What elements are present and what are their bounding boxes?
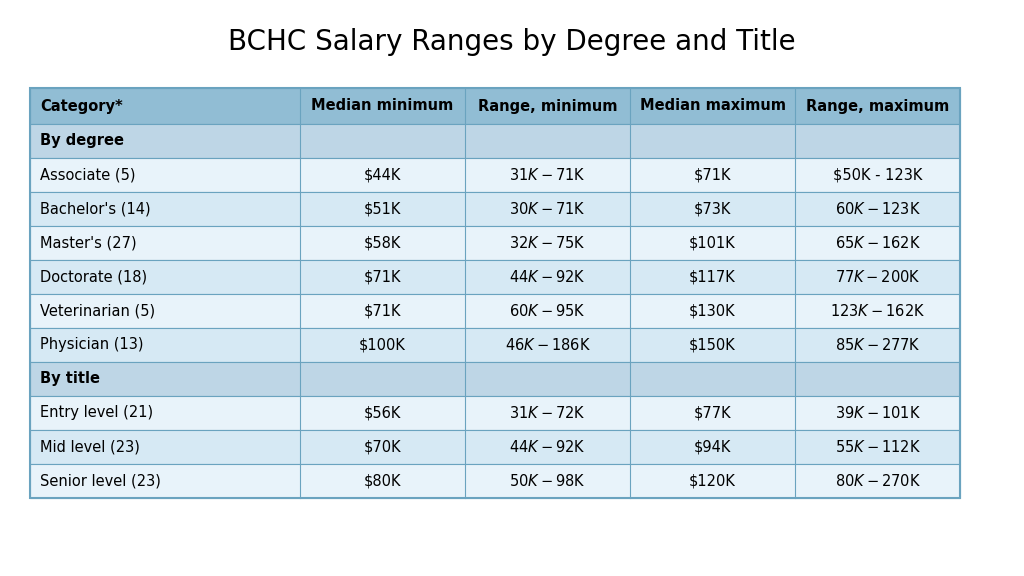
Text: Range, maximum: Range, maximum xyxy=(806,98,949,113)
Text: $70K: $70K xyxy=(364,439,401,454)
Text: $51K: $51K xyxy=(364,202,401,217)
Text: Senior level (23): Senior level (23) xyxy=(40,473,161,488)
Text: $44K - $92K: $44K - $92K xyxy=(509,439,586,455)
Text: Median minimum: Median minimum xyxy=(311,98,454,113)
Text: $101K: $101K xyxy=(689,236,736,251)
Text: $77K - $200K: $77K - $200K xyxy=(835,269,921,285)
Text: Median maximum: Median maximum xyxy=(640,98,785,113)
Text: Associate (5): Associate (5) xyxy=(40,168,135,183)
Bar xyxy=(30,328,961,362)
Text: $100K: $100K xyxy=(359,338,406,353)
Text: Master's (27): Master's (27) xyxy=(40,236,136,251)
Bar xyxy=(30,226,961,260)
Text: $31K - $72K: $31K - $72K xyxy=(509,405,586,421)
Text: $80K: $80K xyxy=(364,473,401,488)
Text: $71K: $71K xyxy=(364,270,401,285)
Text: $44K - $92K: $44K - $92K xyxy=(509,269,586,285)
Text: $39K - $101K: $39K - $101K xyxy=(835,405,921,421)
Text: $130K: $130K xyxy=(689,304,736,319)
Text: By degree: By degree xyxy=(40,134,124,149)
Text: $73K: $73K xyxy=(694,202,731,217)
Text: $117K: $117K xyxy=(689,270,736,285)
Text: $85K-$277K: $85K-$277K xyxy=(835,337,921,353)
Bar xyxy=(30,430,961,464)
Text: $32K - $75K: $32K - $75K xyxy=(509,235,586,251)
Text: $94K: $94K xyxy=(694,439,731,454)
Text: $150K: $150K xyxy=(689,338,736,353)
Bar xyxy=(30,362,961,396)
Bar xyxy=(30,124,961,158)
Text: $60K - $95K: $60K - $95K xyxy=(509,303,586,319)
Bar xyxy=(30,260,961,294)
Text: BCHC Salary Ranges by Degree and Title: BCHC Salary Ranges by Degree and Title xyxy=(228,28,796,56)
Text: By title: By title xyxy=(40,372,100,386)
Text: $56K: $56K xyxy=(364,406,401,420)
Bar xyxy=(30,88,961,124)
Text: Physician (13): Physician (13) xyxy=(40,338,143,353)
Text: $44K: $44K xyxy=(364,168,401,183)
Text: $77K: $77K xyxy=(693,406,731,420)
Text: $80K - $270K: $80K - $270K xyxy=(835,473,921,489)
Bar xyxy=(30,88,961,498)
Text: $60K - $123K: $60K - $123K xyxy=(835,201,921,217)
Text: $50K - $98K: $50K - $98K xyxy=(509,473,586,489)
Text: $123K - $162K: $123K - $162K xyxy=(829,303,925,319)
Text: $46K - $186K: $46K - $186K xyxy=(505,337,591,353)
Text: Entry level (21): Entry level (21) xyxy=(40,406,154,420)
Text: Range, minimum: Range, minimum xyxy=(478,98,617,113)
Text: $58K: $58K xyxy=(364,236,401,251)
Text: $55K - $112K: $55K - $112K xyxy=(835,439,921,455)
Text: Doctorate (18): Doctorate (18) xyxy=(40,270,147,285)
Text: Bachelor's (14): Bachelor's (14) xyxy=(40,202,151,217)
Text: Veterinarian (5): Veterinarian (5) xyxy=(40,304,155,319)
Text: $30K - $71K: $30K - $71K xyxy=(509,201,586,217)
Bar xyxy=(30,464,961,498)
Text: Category*: Category* xyxy=(40,98,123,113)
Text: $50K - 123K: $50K - 123K xyxy=(833,168,923,183)
Text: $120K: $120K xyxy=(689,473,736,488)
Text: $71K: $71K xyxy=(693,168,731,183)
Bar xyxy=(30,396,961,430)
Text: $65K - $162K: $65K - $162K xyxy=(835,235,921,251)
Bar xyxy=(30,294,961,328)
Text: $31K - $71K: $31K - $71K xyxy=(509,167,586,183)
Bar xyxy=(30,158,961,192)
Text: Mid level (23): Mid level (23) xyxy=(40,439,140,454)
Bar xyxy=(30,192,961,226)
Text: $71K: $71K xyxy=(364,304,401,319)
